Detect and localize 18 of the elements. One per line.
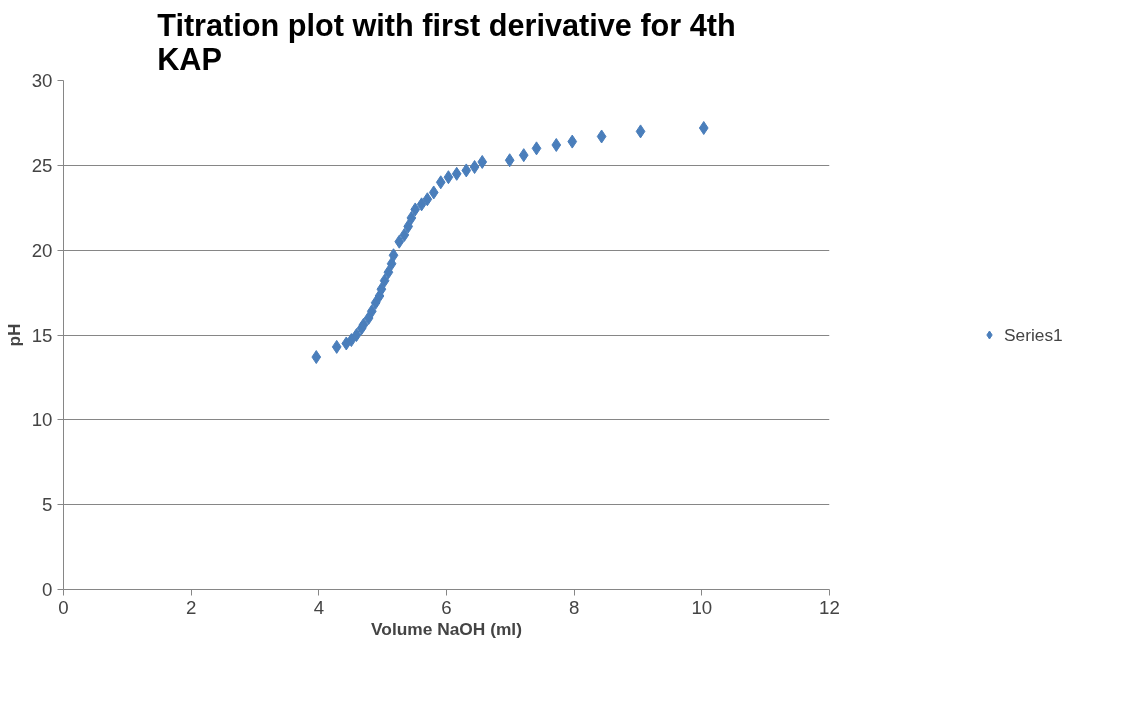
x-tick-label: 8 xyxy=(568,596,580,618)
y-tick-label: 10 xyxy=(31,409,53,431)
x-tick-label: 4 xyxy=(313,596,325,618)
y-tick-label: 0 xyxy=(42,579,53,600)
x-tick-label: 10 xyxy=(691,596,713,618)
chart-title: Titration plot with first derivative for 4th KAP xyxy=(157,7,736,76)
x-axis-title: Volume NaOH (ml) xyxy=(371,618,522,639)
y-axis-title: pH xyxy=(3,323,24,347)
x-tick-label: 2 xyxy=(185,596,197,618)
x-tick-label: 6 xyxy=(441,596,452,618)
y-tick-label: 25 xyxy=(31,154,53,176)
y-tick-label: 20 xyxy=(31,239,53,261)
y-tick-label: 30 xyxy=(31,70,53,91)
y-tick-label: 15 xyxy=(31,324,53,346)
y-tick-label: 5 xyxy=(42,494,53,516)
x-tick-label: 0 xyxy=(58,596,69,618)
x-tick-label: 12 xyxy=(819,596,840,618)
legend-label: Series1 xyxy=(1004,324,1063,345)
